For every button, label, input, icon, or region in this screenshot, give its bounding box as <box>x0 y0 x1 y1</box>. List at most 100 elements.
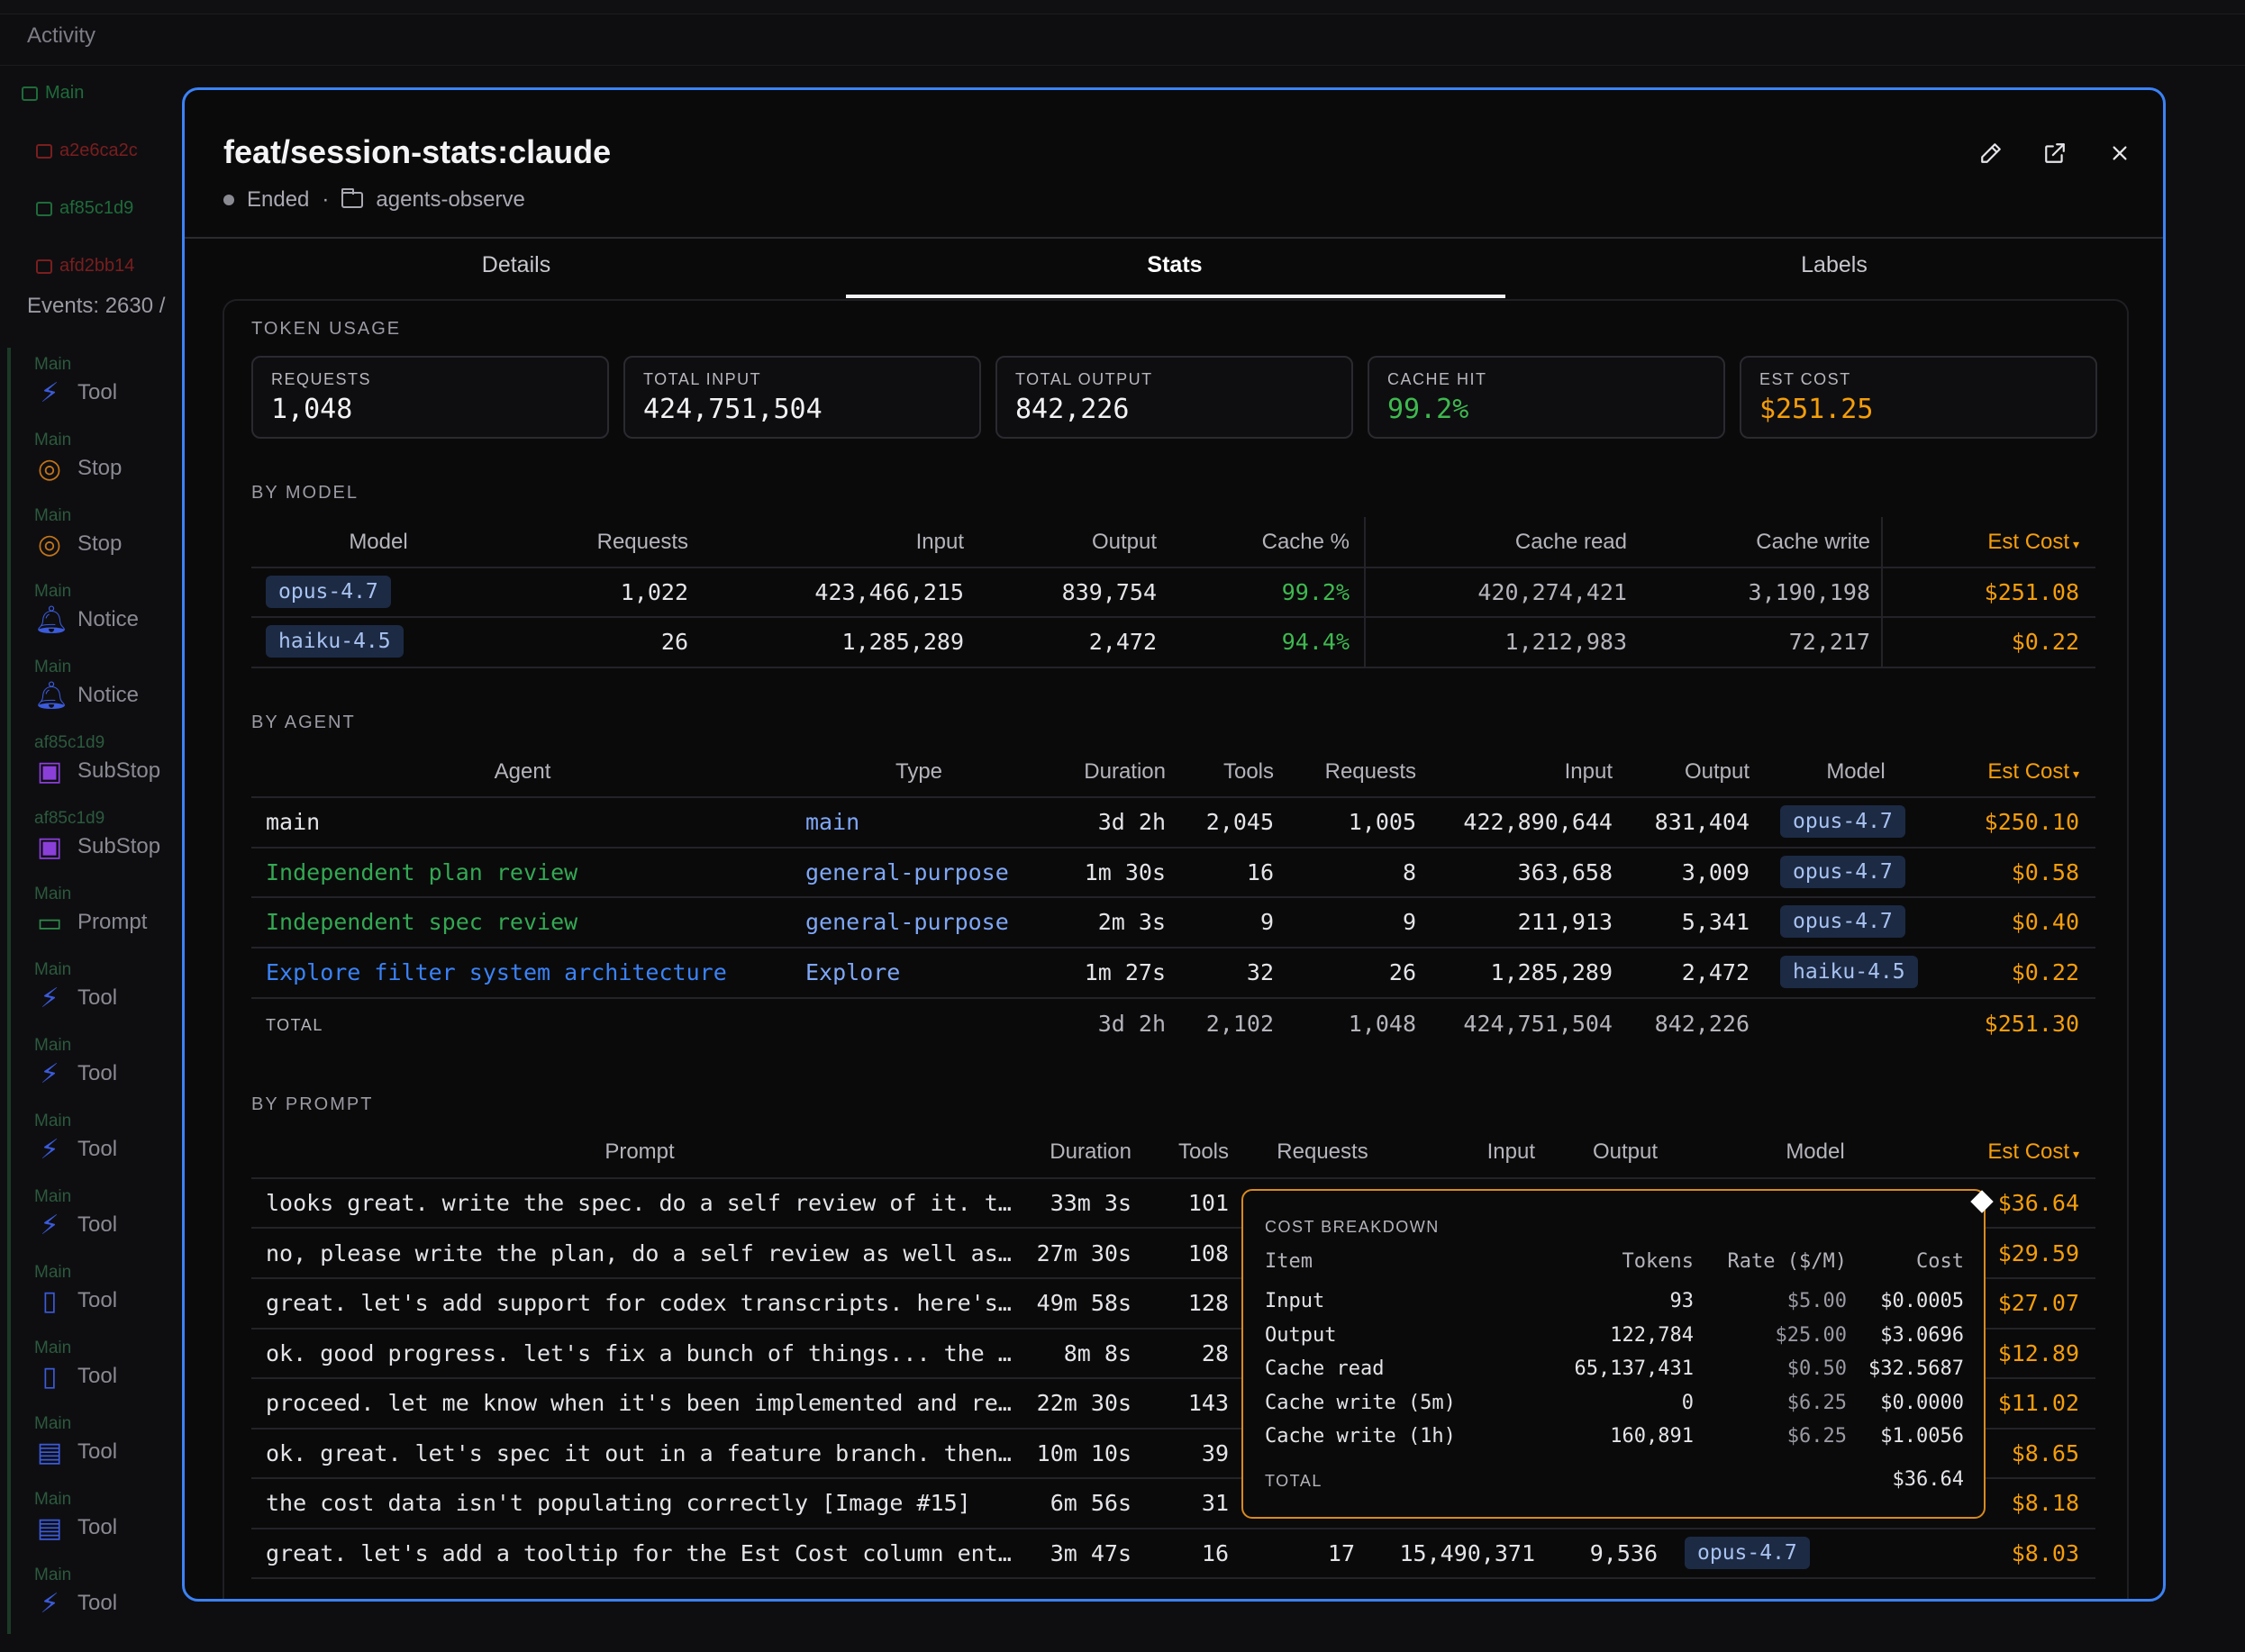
event-row-tag: Main <box>34 1339 72 1357</box>
event-row-label: Tool <box>77 1591 118 1615</box>
active-tab-indicator <box>846 295 1505 298</box>
tree-item-label: afd2bb14 <box>59 256 135 276</box>
top-bar <box>0 0 2245 14</box>
tree-item-label: af85c1d9 <box>59 198 134 218</box>
event-row[interactable]: af85c1d9 ▣ SubStop <box>7 802 223 877</box>
event-row-tag: af85c1d9 <box>34 733 105 752</box>
event-row[interactable]: Main ▤ Tool <box>7 1483 223 1558</box>
event-row-tag: Main <box>34 1490 72 1509</box>
event-row-label: Tool <box>77 1212 118 1237</box>
event-row-tag: Main <box>34 960 72 979</box>
stop-icon: ◎ <box>37 530 62 559</box>
tab-stats[interactable]: Stats <box>1147 252 1203 277</box>
bell-icon: 🔔︎ <box>34 605 69 635</box>
event-row[interactable]: Main ◎ Stop <box>7 499 223 575</box>
file-icon: ▤ <box>36 1513 63 1543</box>
external-link-icon[interactable] <box>2039 137 2071 169</box>
event-row-label: Tool <box>77 380 118 404</box>
event-row-tag: Main <box>34 1112 72 1130</box>
event-row-tag: Main <box>34 1263 72 1282</box>
event-row-label: Notice <box>77 683 140 707</box>
bell-icon: 🔔︎ <box>34 681 69 711</box>
event-row[interactable]: Main ⚡ Tool <box>7 1558 223 1634</box>
lightning-icon: ⚡ <box>40 1135 59 1165</box>
stop-icon: ◎ <box>37 454 62 484</box>
event-row-tag: af85c1d9 <box>34 809 105 828</box>
pencil-icon[interactable] <box>1975 137 2007 169</box>
event-row[interactable]: Main ⚡ Tool <box>7 1180 223 1256</box>
event-row[interactable]: Main 🔔︎ Notice <box>7 650 223 726</box>
event-row[interactable]: Main ◎ Stop <box>7 423 223 499</box>
tree-item-label: a2e6ca2c <box>59 141 138 160</box>
tree-item[interactable]: a2e6ca2c <box>36 141 138 161</box>
event-row-tag: Main <box>34 658 72 676</box>
event-row[interactable]: Main 🔔︎ Notice <box>7 575 223 650</box>
event-row-label: Tool <box>77 1364 118 1388</box>
event-row-label: Notice <box>77 607 140 631</box>
chat-icon: ▭ <box>36 908 63 938</box>
modal-title: feat/session-stats:claude <box>223 133 612 170</box>
book-icon: ▯ <box>41 1362 58 1392</box>
event-row[interactable]: Main ⚡ Tool <box>7 348 223 423</box>
stats-panel <box>223 299 2129 1599</box>
event-row-tag: Main <box>34 1036 72 1055</box>
lightning-icon: ⚡ <box>40 984 59 1013</box>
folder-icon <box>341 188 364 208</box>
lightning-icon: ⚡ <box>40 1589 59 1619</box>
event-row-tag: Main <box>34 506 72 525</box>
event-row[interactable]: Main ⚡ Tool <box>7 1029 223 1104</box>
robot-icon: ▣ <box>36 832 63 862</box>
session-status: Ended <box>247 187 310 212</box>
event-row-tag: Main <box>34 1414 72 1433</box>
event-row-tag: Main <box>34 1566 72 1584</box>
event-row[interactable]: Main ▯ Tool <box>7 1256 223 1331</box>
event-row-label: Tool <box>77 1515 118 1539</box>
tree-item[interactable]: af85c1d9 <box>36 198 133 219</box>
event-row-label: SubStop <box>77 758 161 783</box>
event-row[interactable]: Main ▤ Tool <box>7 1407 223 1483</box>
lightning-icon: ⚡ <box>40 1059 59 1089</box>
tree-item-label: Main <box>45 83 85 103</box>
lightning-icon: ⚡ <box>40 1211 59 1240</box>
tree-item[interactable]: Main <box>22 83 84 104</box>
book-icon: ▯ <box>41 1286 58 1316</box>
robot-icon <box>36 259 52 274</box>
event-row[interactable]: Main ⚡ Tool <box>7 953 223 1029</box>
status-dot-icon <box>223 195 234 205</box>
event-row-label: Stop <box>77 456 123 480</box>
robot-icon: ▣ <box>36 757 63 786</box>
close-icon[interactable] <box>2104 137 2136 169</box>
event-row[interactable]: af85c1d9 ▣ SubStop <box>7 726 223 802</box>
event-row[interactable]: Main ⚡ Tool <box>7 1104 223 1180</box>
event-row-label: SubStop <box>77 834 161 858</box>
meta-separator: · <box>322 187 330 212</box>
event-row-label: Tool <box>77 1137 118 1161</box>
event-row-label: Tool <box>77 1439 118 1464</box>
event-row-label: Tool <box>77 985 118 1010</box>
robot-icon <box>36 201 52 216</box>
event-row-label: Tool <box>77 1288 118 1312</box>
robot-icon <box>36 143 52 159</box>
event-row-tag: Main <box>34 1187 72 1206</box>
tab-labels[interactable]: Labels <box>1801 252 1868 277</box>
header-divider <box>185 237 2163 239</box>
tab-details[interactable]: Details <box>481 252 551 277</box>
event-row-tag: Main <box>34 885 72 903</box>
divider <box>0 65 2245 66</box>
event-row-tag: Main <box>34 582 72 601</box>
events-count: Events: 2630 / <box>27 294 166 318</box>
tree-item[interactable]: afd2bb14 <box>36 256 134 277</box>
event-row-tag: Main <box>34 355 72 374</box>
session-modal: feat/session-stats:claude Ended · agents… <box>182 87 2166 1602</box>
event-row-label: Tool <box>77 1061 118 1085</box>
event-row-label: Stop <box>77 531 123 556</box>
robot-icon <box>22 86 38 101</box>
event-row[interactable]: Main ▯ Tool <box>7 1331 223 1407</box>
lightning-icon: ⚡ <box>40 378 59 408</box>
file-icon: ▤ <box>36 1438 63 1467</box>
session-meta: Ended · agents-observe <box>223 187 525 213</box>
activity-panel-title: Activity <box>27 23 96 48</box>
event-row-tag: Main <box>34 431 72 449</box>
event-row[interactable]: Main ▭ Prompt <box>7 877 223 953</box>
project-name: agents-observe <box>376 187 525 212</box>
